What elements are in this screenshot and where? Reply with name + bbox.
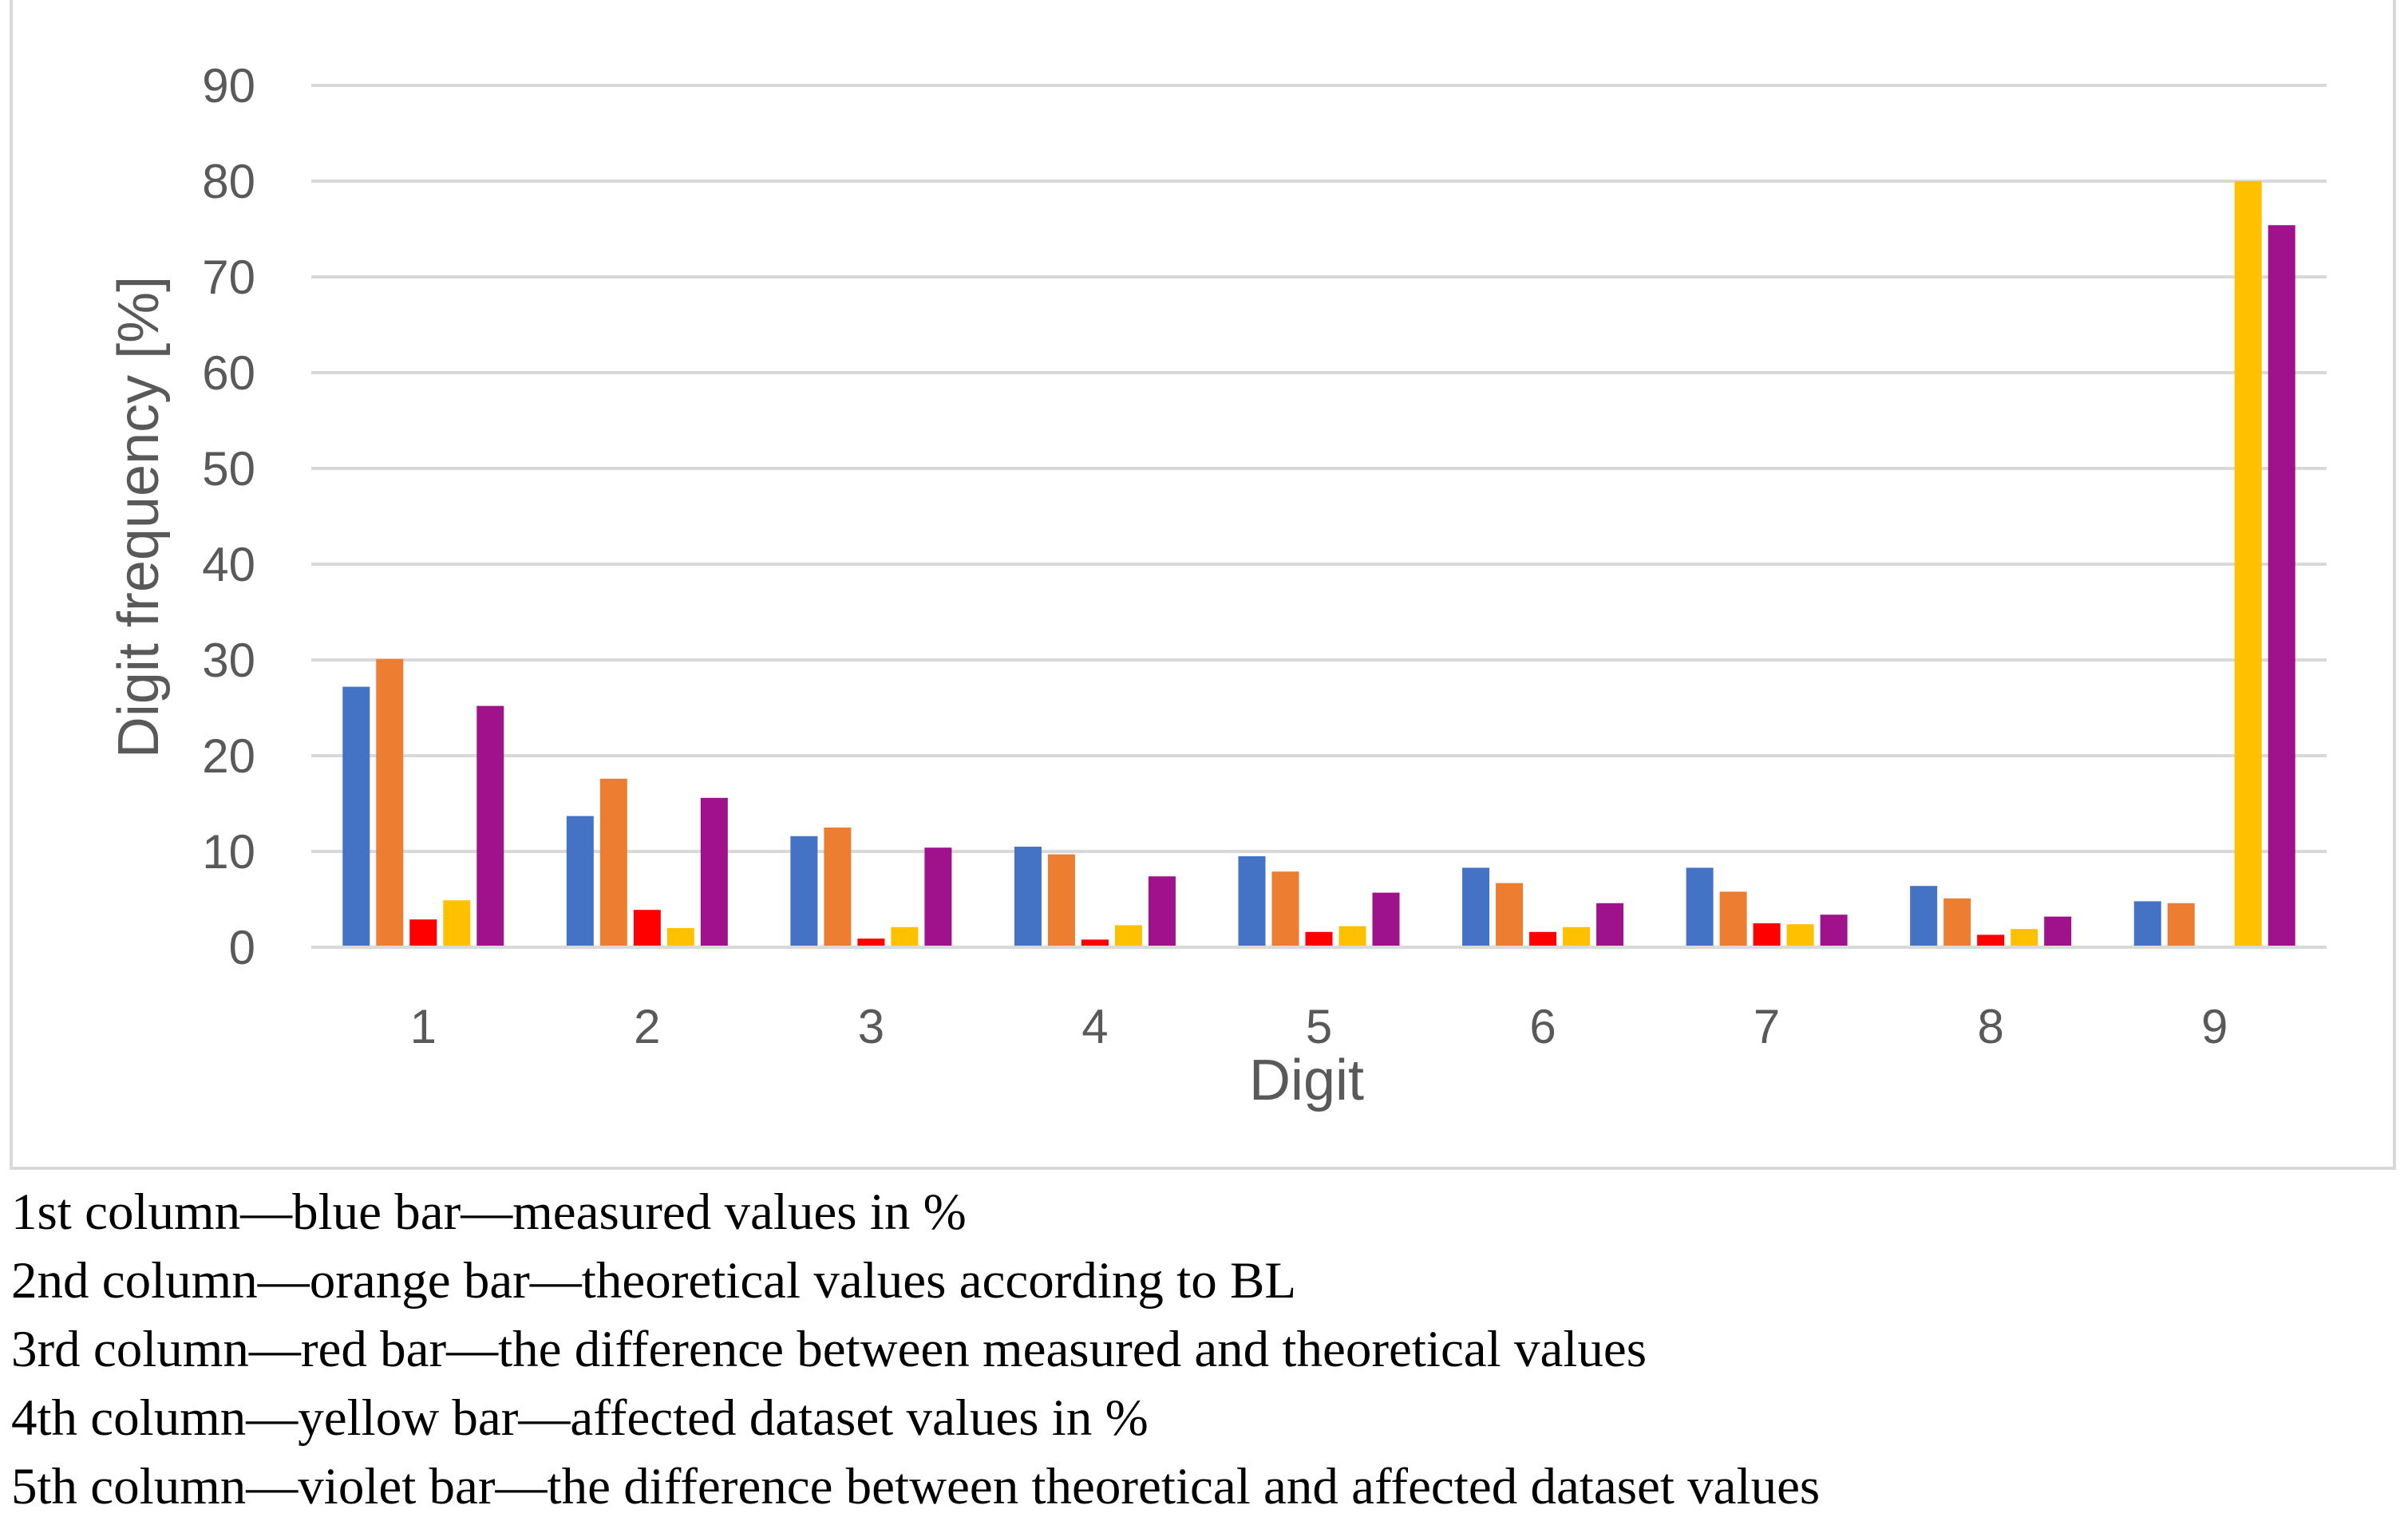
bar-ffc000-digit-5 <box>1338 926 1366 947</box>
bar-ed7d31-digit-8 <box>1943 898 1971 947</box>
x-tick-label: 8 <box>1977 1000 2003 1053</box>
bars <box>311 181 2327 949</box>
bar-ff0000-digit-5 <box>1305 931 1333 947</box>
bar-4472c4-digit-7 <box>1686 867 1714 947</box>
bar-4472c4-digit-9 <box>2133 901 2161 947</box>
y-tick-label: 10 <box>202 825 255 879</box>
bar-a0128c-digit-6 <box>1596 903 1624 947</box>
bar-ffc000-digit-6 <box>1563 926 1591 947</box>
y-axis-title: Digit frequency [%] <box>107 276 171 758</box>
bar-ff0000-digit-8 <box>1977 934 2005 947</box>
bar-ff0000-digit-2 <box>633 910 661 947</box>
x-axis-ticks: 1 2 3 4 5 6 7 8 9 <box>410 1000 2228 1053</box>
bar-ffc000-digit-9 <box>2234 181 2262 947</box>
bar-a0128c-digit-4 <box>1148 876 1176 947</box>
x-tick-label: 7 <box>1754 1000 1780 1053</box>
y-tick-label: 90 <box>202 59 255 113</box>
bar-ed7d31-digit-2 <box>599 778 627 947</box>
gridlines <box>311 84 2327 853</box>
bar-4472c4-digit-1 <box>342 686 370 947</box>
bar-ffc000-digit-7 <box>1786 924 1814 947</box>
bar-chart: 0 10 20 30 40 50 60 70 80 90 1 2 3 4 5 6 7 8 9 Digit Digi… <box>107 59 2327 1112</box>
bar-ed7d31-digit-3 <box>824 828 852 947</box>
bar-4472c4-digit-2 <box>566 816 594 947</box>
bar-ffc000-digit-2 <box>666 928 694 947</box>
y-tick-label: 30 <box>202 634 255 687</box>
bar-4472c4-digit-5 <box>1238 856 1266 947</box>
caption-line-red: 3rd column—red bar—the difference betwee… <box>11 1321 1647 1378</box>
chart-frame <box>10 0 2396 1170</box>
bar-ff0000-digit-7 <box>1753 923 1781 947</box>
bar-ff0000-digit-3 <box>857 938 885 947</box>
caption-line-orange: 2nd column—orange bar—theoretical values… <box>11 1252 1297 1310</box>
bar-a0128c-digit-1 <box>476 705 504 947</box>
bar-ed7d31-digit-7 <box>1719 891 1747 947</box>
bar-4472c4-digit-3 <box>790 836 818 947</box>
x-tick-label: 9 <box>2201 1000 2228 1053</box>
bar-a0128c-digit-9 <box>2268 225 2295 947</box>
caption-line-violet: 5th column—violet bar—the difference bet… <box>11 1458 1821 1515</box>
bar-a0128c-digit-5 <box>1372 892 1400 947</box>
bar-ffc000-digit-4 <box>1114 925 1142 947</box>
bar-4472c4-digit-8 <box>1910 886 1938 947</box>
x-tick-label: 6 <box>1529 1000 1556 1053</box>
caption-line-yellow: 4th column—yellow bar—affected dataset v… <box>11 1389 1149 1447</box>
bar-a0128c-digit-2 <box>700 797 728 947</box>
y-tick-label: 40 <box>202 538 255 591</box>
y-tick-label: 50 <box>202 442 255 496</box>
x-tick-label: 1 <box>410 1000 437 1053</box>
y-tick-label: 60 <box>202 346 255 400</box>
bar-ffc000-digit-3 <box>891 926 919 947</box>
bar-ed7d31-digit-5 <box>1271 871 1299 947</box>
bar-4472c4-digit-4 <box>1014 847 1042 947</box>
bar-ffc000-digit-8 <box>2011 929 2038 947</box>
y-tick-label: 70 <box>202 251 255 304</box>
bar-ed7d31-digit-4 <box>1047 854 1075 947</box>
bar-ff0000-digit-4 <box>1081 939 1109 947</box>
x-tick-label: 3 <box>858 1000 884 1053</box>
x-tick-label: 5 <box>1306 1000 1332 1053</box>
bar-a0128c-digit-7 <box>1820 915 1848 947</box>
bar-a0128c-digit-3 <box>924 847 952 947</box>
y-tick-label: 0 <box>229 921 255 974</box>
y-axis-ticks: 0 10 20 30 40 50 60 70 80 90 <box>202 59 255 974</box>
bar-a0128c-digit-8 <box>2044 916 2072 947</box>
caption-line-blue: 1st column—blue bar—measured values in % <box>11 1183 967 1241</box>
figure-caption: 1st column—blue bar—measured values in %… <box>11 1178 2398 1521</box>
y-tick-label: 80 <box>202 155 255 208</box>
x-axis-title: Digit <box>1249 1049 1364 1112</box>
x-tick-label: 2 <box>634 1000 660 1053</box>
bar-ffc000-digit-1 <box>443 900 471 947</box>
bar-4472c4-digit-6 <box>1462 867 1490 947</box>
x-tick-label: 4 <box>1081 1000 1108 1053</box>
bar-ed7d31-digit-1 <box>376 658 404 947</box>
bar-ff0000-digit-6 <box>1529 931 1557 947</box>
y-tick-label: 20 <box>202 729 255 783</box>
bar-ff0000-digit-1 <box>409 919 437 947</box>
bar-ed7d31-digit-6 <box>1496 883 1524 947</box>
bar-ed7d31-digit-9 <box>2167 903 2195 947</box>
